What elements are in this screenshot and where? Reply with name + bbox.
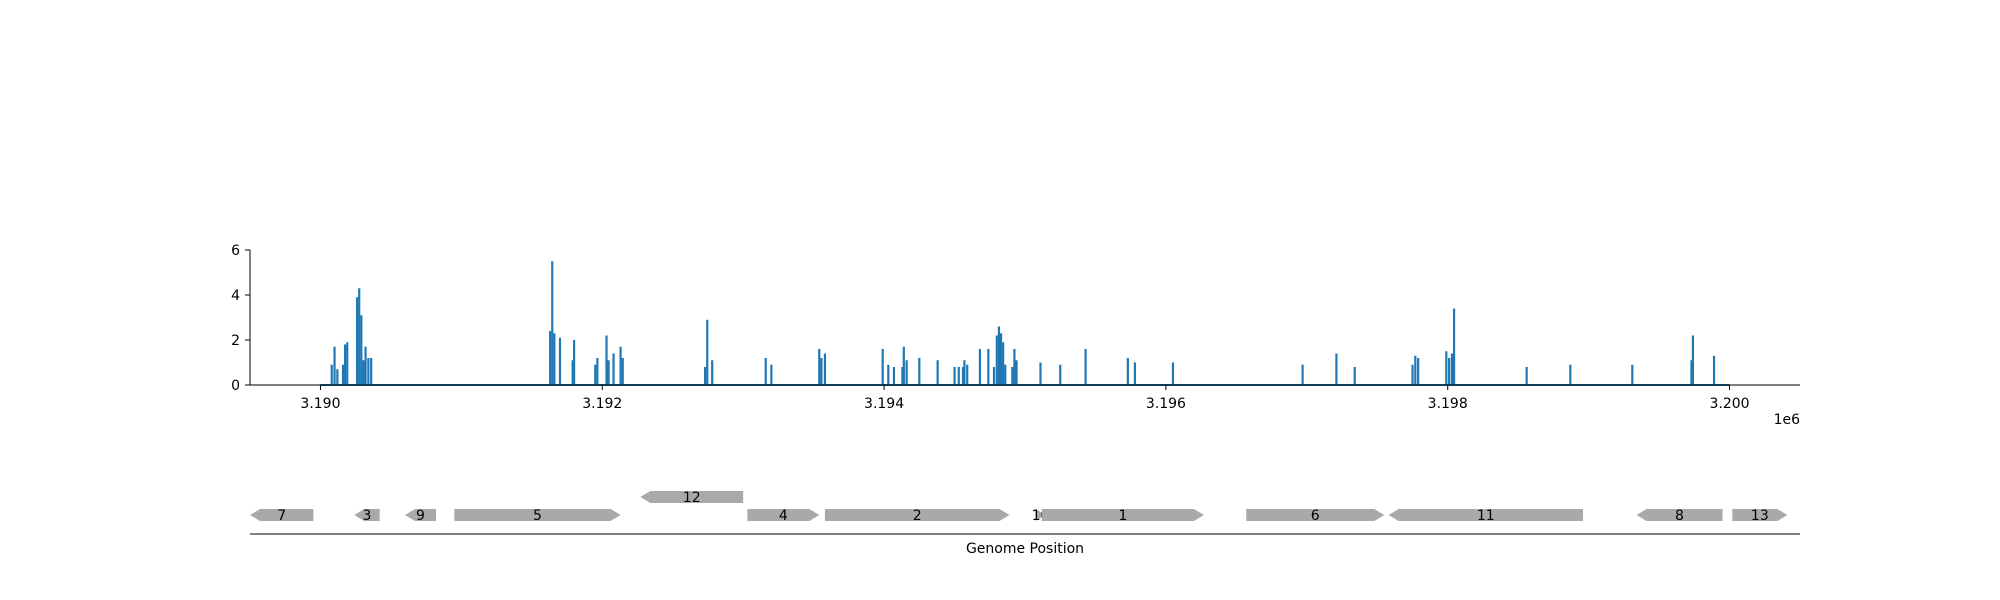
- gene-track-x-label: Genome Position: [966, 541, 1084, 557]
- gene-label: 12: [683, 490, 701, 506]
- x-tick-label: 3.190: [300, 396, 340, 412]
- x-tick-label: 3.200: [1709, 396, 1749, 412]
- gene-label: 9: [416, 508, 425, 524]
- gene-arrow: [405, 509, 436, 521]
- gene-arrow: [250, 509, 314, 521]
- x-tick-label: 3.196: [1146, 396, 1186, 412]
- gene-label: 7: [277, 508, 286, 524]
- y-tick-label: 2: [231, 333, 240, 349]
- gene-arrow: [1388, 509, 1583, 521]
- gene-arrow: [1732, 509, 1788, 521]
- gene-label: 11: [1477, 508, 1495, 524]
- gene-arrow: [824, 509, 1010, 521]
- gene-arrow: [1636, 509, 1723, 521]
- gene-label: 13: [1751, 508, 1769, 524]
- x-tick-label: 3.194: [864, 396, 904, 412]
- y-tick-label: 6: [231, 243, 240, 259]
- gene-arrow: [454, 509, 621, 521]
- gene-arrow: [1246, 509, 1385, 521]
- gene-arrow: [354, 509, 380, 521]
- x-tick-label: 3.198: [1428, 396, 1468, 412]
- gene-label: 4: [779, 508, 788, 524]
- y-axis-ticks: 0 2 4 6: [231, 243, 250, 394]
- coverage-bars: [330, 261, 1716, 385]
- gene-label: 3: [362, 508, 371, 524]
- gene-label: 2: [913, 508, 922, 524]
- y-tick-label: 4: [231, 288, 240, 304]
- gene-arrow: [1041, 509, 1204, 521]
- coverage-chart: 0 2 4 6 3.190 3.192 3.194 3.196 3.198 3.200 1e6: [231, 243, 1800, 428]
- gene-label: 5: [533, 508, 542, 524]
- gene-arrow: [1036, 509, 1045, 521]
- x-axis-offset-label: 1e6: [1774, 412, 1801, 428]
- gene-arrow: [747, 509, 820, 521]
- x-tick-label: 3.192: [582, 396, 622, 412]
- gene-label: 6: [1311, 508, 1320, 524]
- gene-label: 1: [1118, 508, 1127, 524]
- gene-arrow: [640, 491, 744, 503]
- x-axis-ticks: 3.190 3.192 3.194 3.196 3.198 3.200: [300, 385, 1750, 412]
- y-tick-label: 0: [231, 378, 240, 394]
- gene-label: 8: [1675, 508, 1684, 524]
